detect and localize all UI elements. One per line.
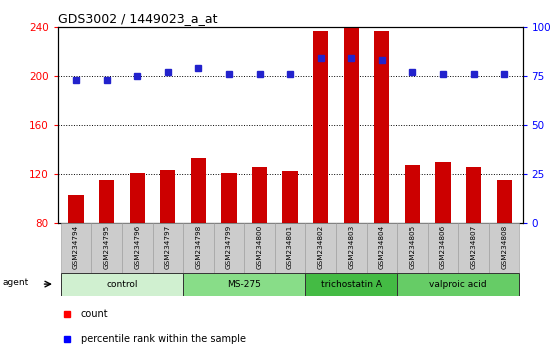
Bar (99, 180, 114, 223)
Bar (428, 223, 458, 273)
Text: control: control (106, 280, 138, 289)
Bar (130, 173, 145, 223)
Bar (305, 273, 397, 296)
Bar (61, 223, 91, 273)
Bar (336, 223, 366, 273)
Bar (183, 273, 305, 296)
Bar (497, 180, 512, 223)
Bar (305, 223, 336, 273)
Text: GSM234807: GSM234807 (471, 224, 477, 269)
Bar (191, 158, 206, 223)
Text: GSM234804: GSM234804 (379, 224, 385, 269)
Text: GSM234803: GSM234803 (348, 224, 354, 269)
Bar (244, 223, 275, 273)
Text: GSM234799: GSM234799 (226, 224, 232, 269)
Text: GSM234797: GSM234797 (165, 224, 171, 269)
Bar (436, 162, 450, 223)
Text: GSM234808: GSM234808 (501, 224, 507, 269)
Text: GSM234801: GSM234801 (287, 224, 293, 269)
Bar (489, 223, 519, 273)
Text: GSM234802: GSM234802 (318, 224, 324, 269)
Bar (183, 223, 214, 273)
Text: MS-275: MS-275 (227, 280, 261, 289)
Text: GDS3002 / 1449023_a_at: GDS3002 / 1449023_a_at (58, 12, 217, 25)
Bar (252, 166, 267, 223)
Text: GSM234805: GSM234805 (409, 224, 415, 269)
Bar (152, 223, 183, 273)
Text: GSM234806: GSM234806 (440, 224, 446, 269)
Text: GSM234798: GSM234798 (195, 224, 201, 269)
Bar (458, 223, 489, 273)
Bar (275, 223, 305, 273)
Bar (366, 223, 397, 273)
Text: count: count (81, 309, 108, 320)
Bar (405, 165, 420, 223)
Bar (91, 223, 122, 273)
Text: GSM234795: GSM234795 (103, 224, 109, 269)
Bar (221, 173, 236, 223)
Text: GSM234794: GSM234794 (73, 224, 79, 269)
Text: agent: agent (3, 279, 29, 287)
Bar (122, 223, 152, 273)
Bar (214, 223, 244, 273)
Bar (283, 171, 298, 223)
Bar (344, 27, 359, 223)
Bar (313, 32, 328, 223)
Bar (397, 273, 519, 296)
Bar (61, 273, 183, 296)
Text: percentile rank within the sample: percentile rank within the sample (81, 333, 246, 344)
Bar (68, 195, 84, 223)
Bar (466, 166, 481, 223)
Text: valproic acid: valproic acid (430, 280, 487, 289)
Bar (160, 170, 175, 223)
Bar (374, 32, 389, 223)
Text: trichostatin A: trichostatin A (321, 280, 382, 289)
Bar (397, 223, 428, 273)
Text: GSM234796: GSM234796 (134, 224, 140, 269)
Text: GSM234800: GSM234800 (256, 224, 262, 269)
